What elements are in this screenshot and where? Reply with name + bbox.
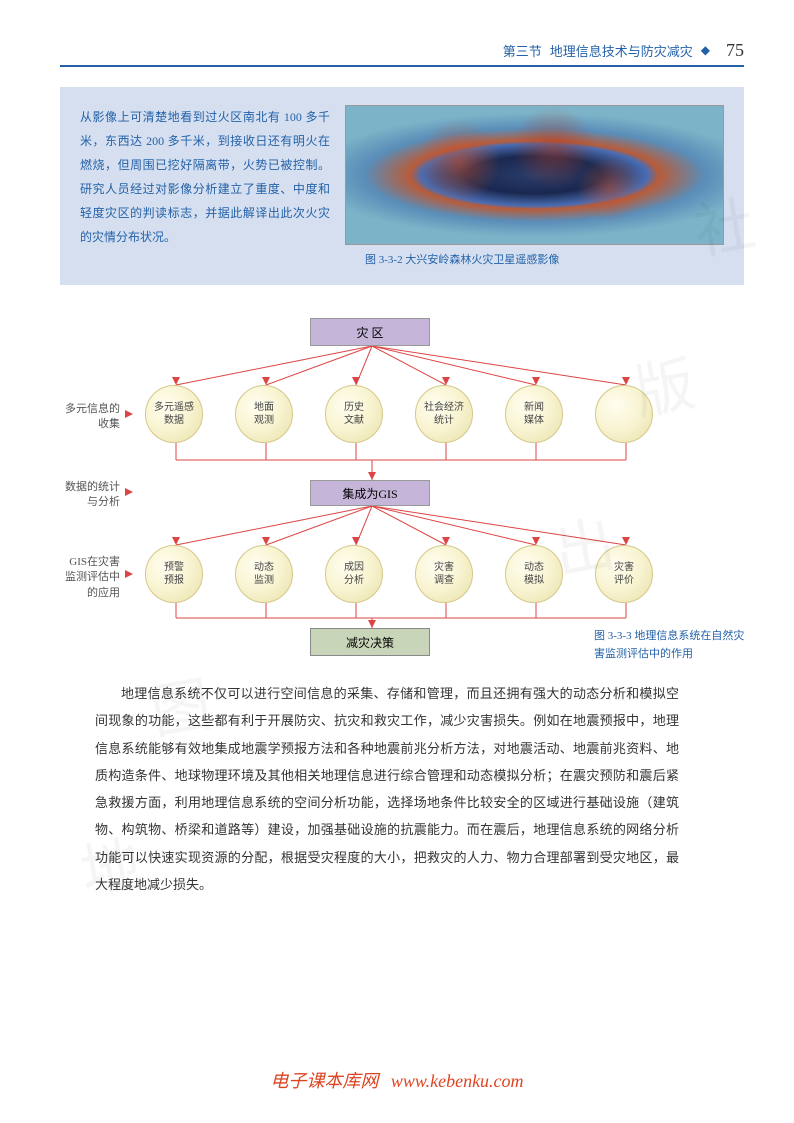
- circle-remote-sensing: 多元遥感数据: [145, 385, 203, 443]
- circle-evaluate: 灾害评价: [595, 545, 653, 603]
- circle-news: 新闻媒体: [505, 385, 563, 443]
- page-number: 75: [726, 40, 744, 61]
- diamond-icon: ◆: [701, 43, 710, 58]
- label-application: GIS在灾害监测评估中的应用: [60, 555, 120, 601]
- circle-simulate: 动态模拟: [505, 545, 563, 603]
- circle-warning: 预警预报: [145, 545, 203, 603]
- circle-empty: [595, 385, 653, 443]
- info-image-container: 图 3-3-2 大兴安岭森林火灾卫星遥感影像: [345, 105, 724, 267]
- circle-survey: 灾害调查: [415, 545, 473, 603]
- info-box: 从影像上可清楚地看到过火区南北有 100 多千米，东西达 200 多千米，到接收…: [60, 87, 744, 285]
- box-gis-integration: 集成为GIS: [310, 480, 430, 506]
- circle-social-econ: 社会经济统计: [415, 385, 473, 443]
- circle-cause: 成因分析: [325, 545, 383, 603]
- footer-link[interactable]: www.kebenku.com: [391, 1071, 524, 1091]
- header-divider: [60, 65, 744, 67]
- info-text: 从影像上可清楚地看到过火区南北有 100 多千米，东西达 200 多千米，到接收…: [80, 105, 330, 267]
- satellite-image: [345, 105, 724, 245]
- header-section: 第三节: [503, 41, 542, 60]
- arrow-icon-3: [125, 570, 133, 578]
- circle-ground-obs: 地面观测: [235, 385, 293, 443]
- header-title: 地理信息技术与防灾减灾: [550, 41, 693, 60]
- circle-monitor: 动态监测: [235, 545, 293, 603]
- footer-text: 电子课本库网: [270, 1071, 378, 1091]
- flowchart-diagram: 灾 区 集成为GIS 减灾决策 多元遥感数据 地面观测 历史文献 社会经济统计 …: [60, 310, 744, 670]
- arrow-icon-1: [125, 410, 133, 418]
- body-paragraph: 地理信息系统不仅可以进行空间信息的采集、存储和管理，而且还拥有强大的动态分析和模…: [60, 680, 744, 898]
- label-collection: 多元信息的收集: [60, 402, 120, 433]
- page-header: 第三节 地理信息技术与防灾减灾 ◆ 75: [60, 40, 744, 61]
- image-caption: 图 3-3-2 大兴安岭森林火灾卫星遥感影像: [345, 251, 724, 267]
- diagram-caption: 图 3-3-3 地理信息系统在自然灾害监测评估中的作用: [594, 628, 754, 663]
- box-disaster-area: 灾 区: [310, 318, 430, 346]
- circle-history: 历史文献: [325, 385, 383, 443]
- arrow-icon-2: [125, 488, 133, 496]
- footer: 电子课本库网 www.kebenku.com: [0, 1067, 794, 1093]
- label-analysis: 数据的统计与分析: [60, 480, 120, 511]
- box-decision: 减灾决策: [310, 628, 430, 656]
